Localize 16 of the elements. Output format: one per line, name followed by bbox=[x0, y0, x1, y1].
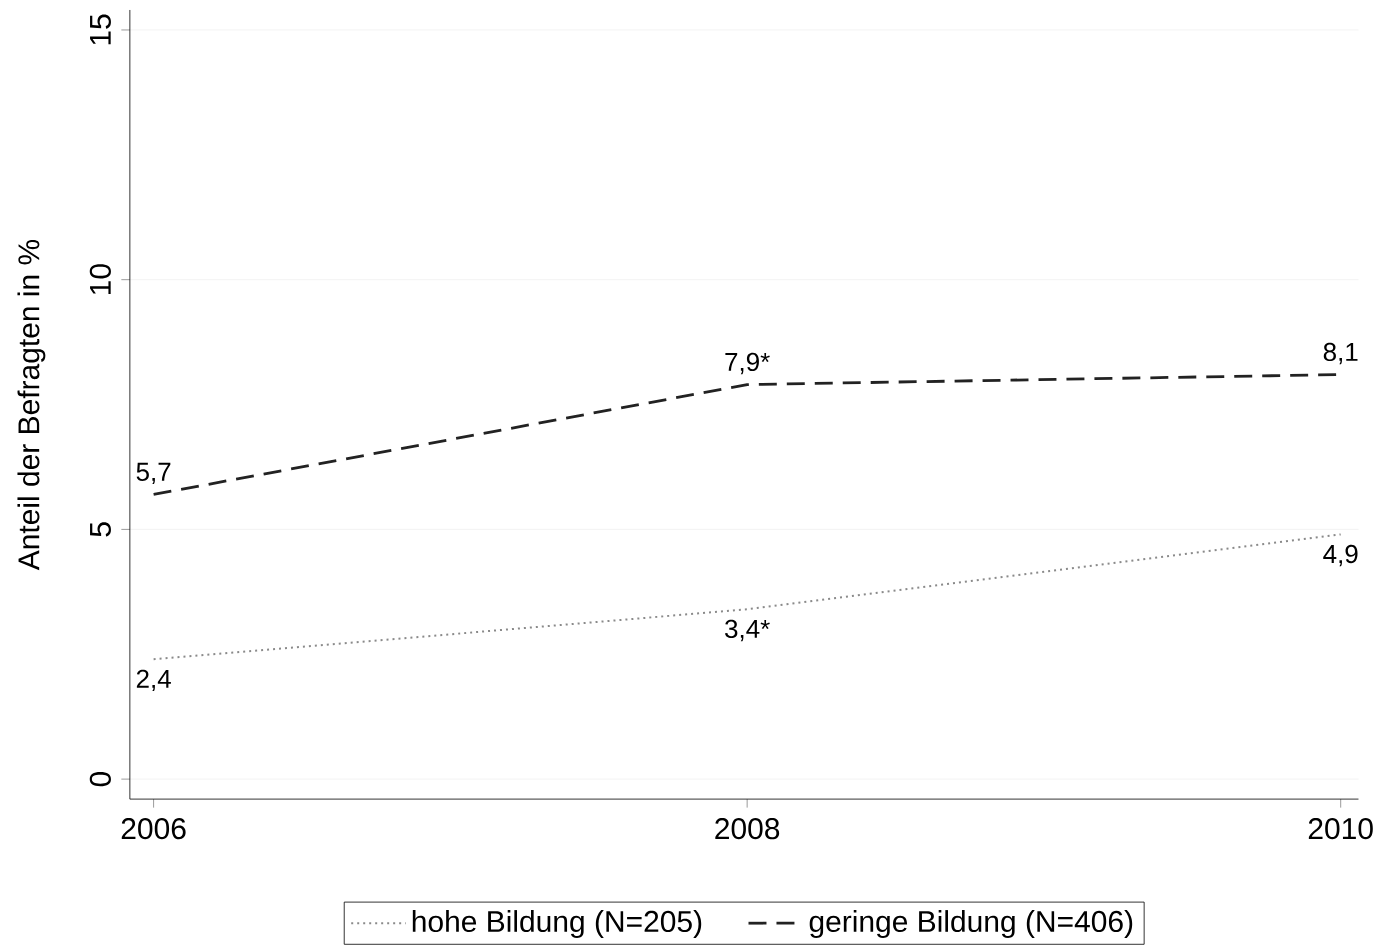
data-label: 7,9* bbox=[725, 352, 770, 375]
data-label: 4,9 bbox=[1323, 544, 1358, 567]
data-label: 3,4* bbox=[725, 619, 770, 642]
data-label: 8,1 bbox=[1323, 342, 1358, 365]
y-tick-label: 5 bbox=[90, 522, 111, 537]
x-tick-label: 2010 bbox=[1308, 818, 1373, 840]
y-axis-title: Anteil der Befragten in % bbox=[17, 239, 46, 571]
legend-label: geringe Bildung (N=406) bbox=[809, 910, 1133, 939]
legend-label: hohe Bildung (N=205) bbox=[412, 910, 702, 939]
x-tick-label: 2006 bbox=[121, 818, 186, 840]
data-label: 5,7 bbox=[136, 462, 171, 485]
y-tick-label: 10 bbox=[89, 264, 111, 295]
data-label: 2,4 bbox=[136, 669, 171, 692]
y-tick-label: 15 bbox=[90, 14, 111, 45]
x-tick-label: 2008 bbox=[715, 818, 780, 840]
y-tick-label: 0 bbox=[89, 772, 111, 787]
